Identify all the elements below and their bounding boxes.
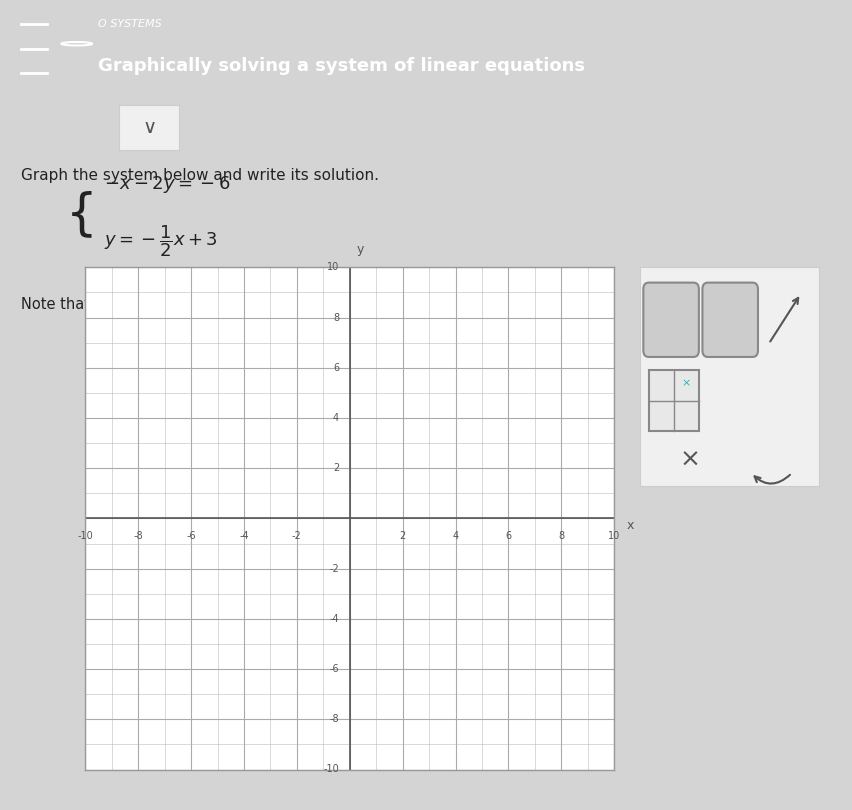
Text: -8: -8	[133, 531, 143, 541]
Text: 4: 4	[452, 531, 458, 541]
FancyBboxPatch shape	[642, 283, 698, 357]
Text: $y=-\dfrac{1}{2}x+3$: $y=-\dfrac{1}{2}x+3$	[105, 224, 218, 259]
Text: 6: 6	[332, 363, 339, 373]
Text: 4: 4	[332, 413, 339, 423]
Text: -6: -6	[186, 531, 196, 541]
Text: x: x	[625, 519, 633, 532]
Text: Graphically solving a system of linear equations: Graphically solving a system of linear e…	[98, 57, 584, 75]
Text: 8: 8	[332, 313, 339, 322]
Text: 6: 6	[504, 531, 511, 541]
Text: -10: -10	[78, 531, 93, 541]
Text: -2: -2	[329, 564, 339, 573]
Text: {: {	[66, 190, 97, 239]
Text: -8: -8	[329, 714, 339, 724]
Text: $-x-2y=-6$: $-x-2y=-6$	[105, 174, 231, 194]
Text: -4: -4	[329, 614, 339, 624]
Text: 8: 8	[557, 531, 564, 541]
FancyBboxPatch shape	[702, 283, 757, 357]
Text: -4: -4	[239, 531, 249, 541]
Text: 10: 10	[607, 531, 619, 541]
Text: -2: -2	[291, 531, 302, 541]
Text: y: y	[356, 243, 364, 256]
FancyBboxPatch shape	[648, 370, 698, 431]
Text: O SYSTEMS: O SYSTEMS	[98, 19, 162, 29]
Text: Graph the system below and write its solution.: Graph the system below and write its sol…	[21, 168, 379, 184]
Text: ×: ×	[681, 378, 690, 388]
Text: 2: 2	[399, 531, 406, 541]
Text: Note that you can also answer "No solution" or "Infinitely many" solutions.: Note that you can also answer "No soluti…	[21, 296, 567, 312]
Text: -6: -6	[329, 664, 339, 674]
Text: 2: 2	[332, 463, 339, 473]
Text: ×: ×	[678, 448, 699, 471]
Text: 10: 10	[326, 262, 339, 272]
Text: -10: -10	[323, 765, 339, 774]
Text: ∨: ∨	[142, 118, 156, 137]
